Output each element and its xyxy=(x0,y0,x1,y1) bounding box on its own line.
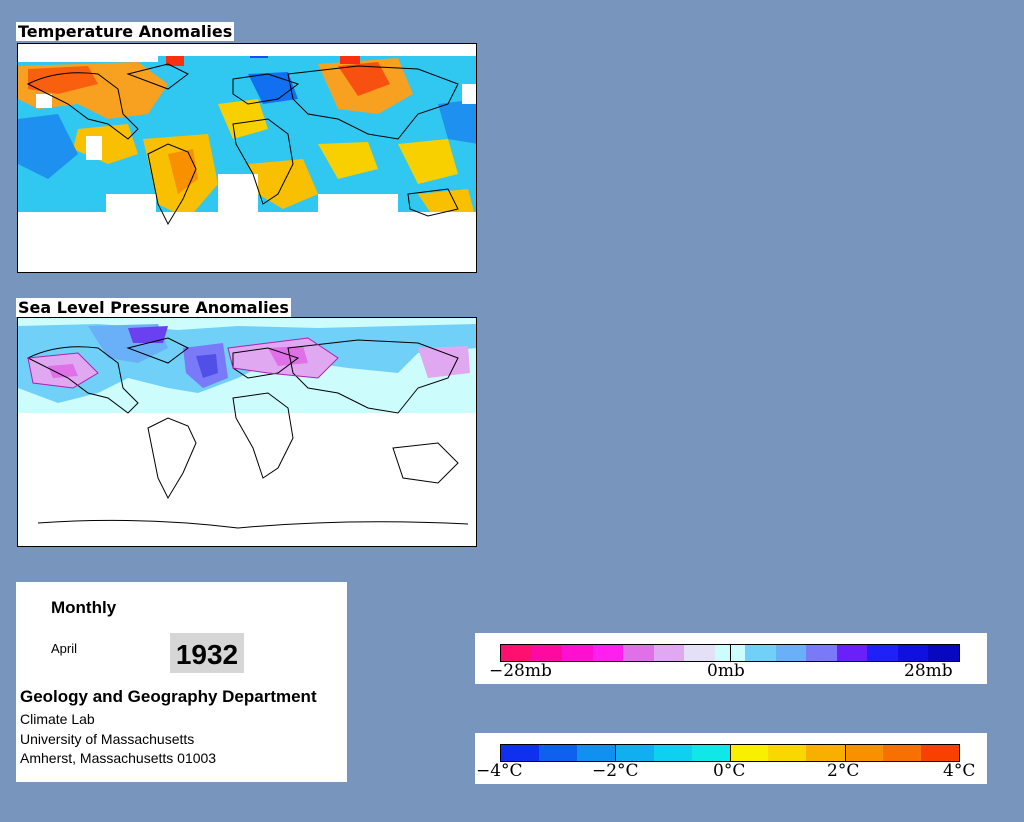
pressure-color-bar xyxy=(500,644,960,662)
temp-label-0: 0°C xyxy=(713,761,746,781)
sea-level-pressure-title: Sea Level Pressure Anomalies xyxy=(16,298,291,317)
year-label: 1932 xyxy=(170,633,244,673)
pressure-swatch-3 xyxy=(592,645,624,661)
temperature-color-legend: −4°C −2°C 0°C 2°C 4°C xyxy=(475,733,987,784)
pressure-swatch-9 xyxy=(775,645,807,661)
temperature-swatch-1 xyxy=(539,745,578,761)
address: Amherst, Massachusetts 01003 xyxy=(20,750,217,766)
temp-tick-0 xyxy=(730,744,731,762)
department-name: Geology and Geography Department xyxy=(20,687,317,706)
temperature-swatch-0 xyxy=(501,745,540,761)
temperature-swatch-6 xyxy=(730,745,769,761)
pressure-swatch-4 xyxy=(623,645,654,661)
temp-label-p4: 4°C xyxy=(943,761,976,781)
pressure-swatch-2 xyxy=(562,645,593,661)
lab-name: Climate Lab xyxy=(20,711,95,727)
temp-label-p2: 2°C xyxy=(827,761,860,781)
pressure-swatch-8 xyxy=(745,645,776,661)
pressure-label-min: −28mb xyxy=(489,661,552,681)
pressure-swatch-10 xyxy=(806,645,837,661)
temp-label-m2: −2°C xyxy=(592,761,639,781)
pressure-swatch-1 xyxy=(531,645,563,661)
temp-tick-m2 xyxy=(615,744,616,762)
temp-label-m4: −4°C xyxy=(476,761,523,781)
pressure-label-max: 28mb xyxy=(904,661,953,681)
university-name: University of Massachusetts xyxy=(20,731,195,747)
pressure-swatch-5 xyxy=(653,645,685,661)
temperature-swatch-9 xyxy=(844,745,883,761)
temperature-swatch-3 xyxy=(615,745,654,761)
temp-tick-p2 xyxy=(845,744,846,762)
temperature-swatch-8 xyxy=(806,745,845,761)
pressure-swatch-0 xyxy=(501,645,532,661)
pressure-label-zero: 0mb xyxy=(707,661,745,681)
pressure-swatch-7 xyxy=(714,645,746,661)
temperature-swatch-7 xyxy=(768,745,807,761)
temperature-anomalies-title: Temperature Anomalies xyxy=(16,22,235,41)
info-panel: Monthly April 1932 Geology and Geography… xyxy=(16,582,347,782)
pressure-zero-tick xyxy=(730,644,731,662)
temperature-swatch-2 xyxy=(577,745,616,761)
temperature-swatch-5 xyxy=(691,745,731,761)
pressure-swatch-11 xyxy=(836,645,868,661)
temperature-anomaly-map xyxy=(17,43,477,273)
period-label: Monthly xyxy=(51,598,117,617)
sea-level-pressure-map xyxy=(17,317,477,547)
pressure-color-legend: −28mb 0mb 28mb xyxy=(475,633,987,684)
pressure-swatch-13 xyxy=(897,645,929,661)
pressure-swatch-6 xyxy=(684,645,715,661)
month-label: April xyxy=(51,641,78,656)
temperature-swatch-10 xyxy=(882,745,921,761)
temperature-swatch-11 xyxy=(920,745,960,761)
pressure-swatch-12 xyxy=(867,645,898,661)
temperature-swatch-4 xyxy=(653,745,692,761)
pressure-swatch-14 xyxy=(928,645,959,661)
